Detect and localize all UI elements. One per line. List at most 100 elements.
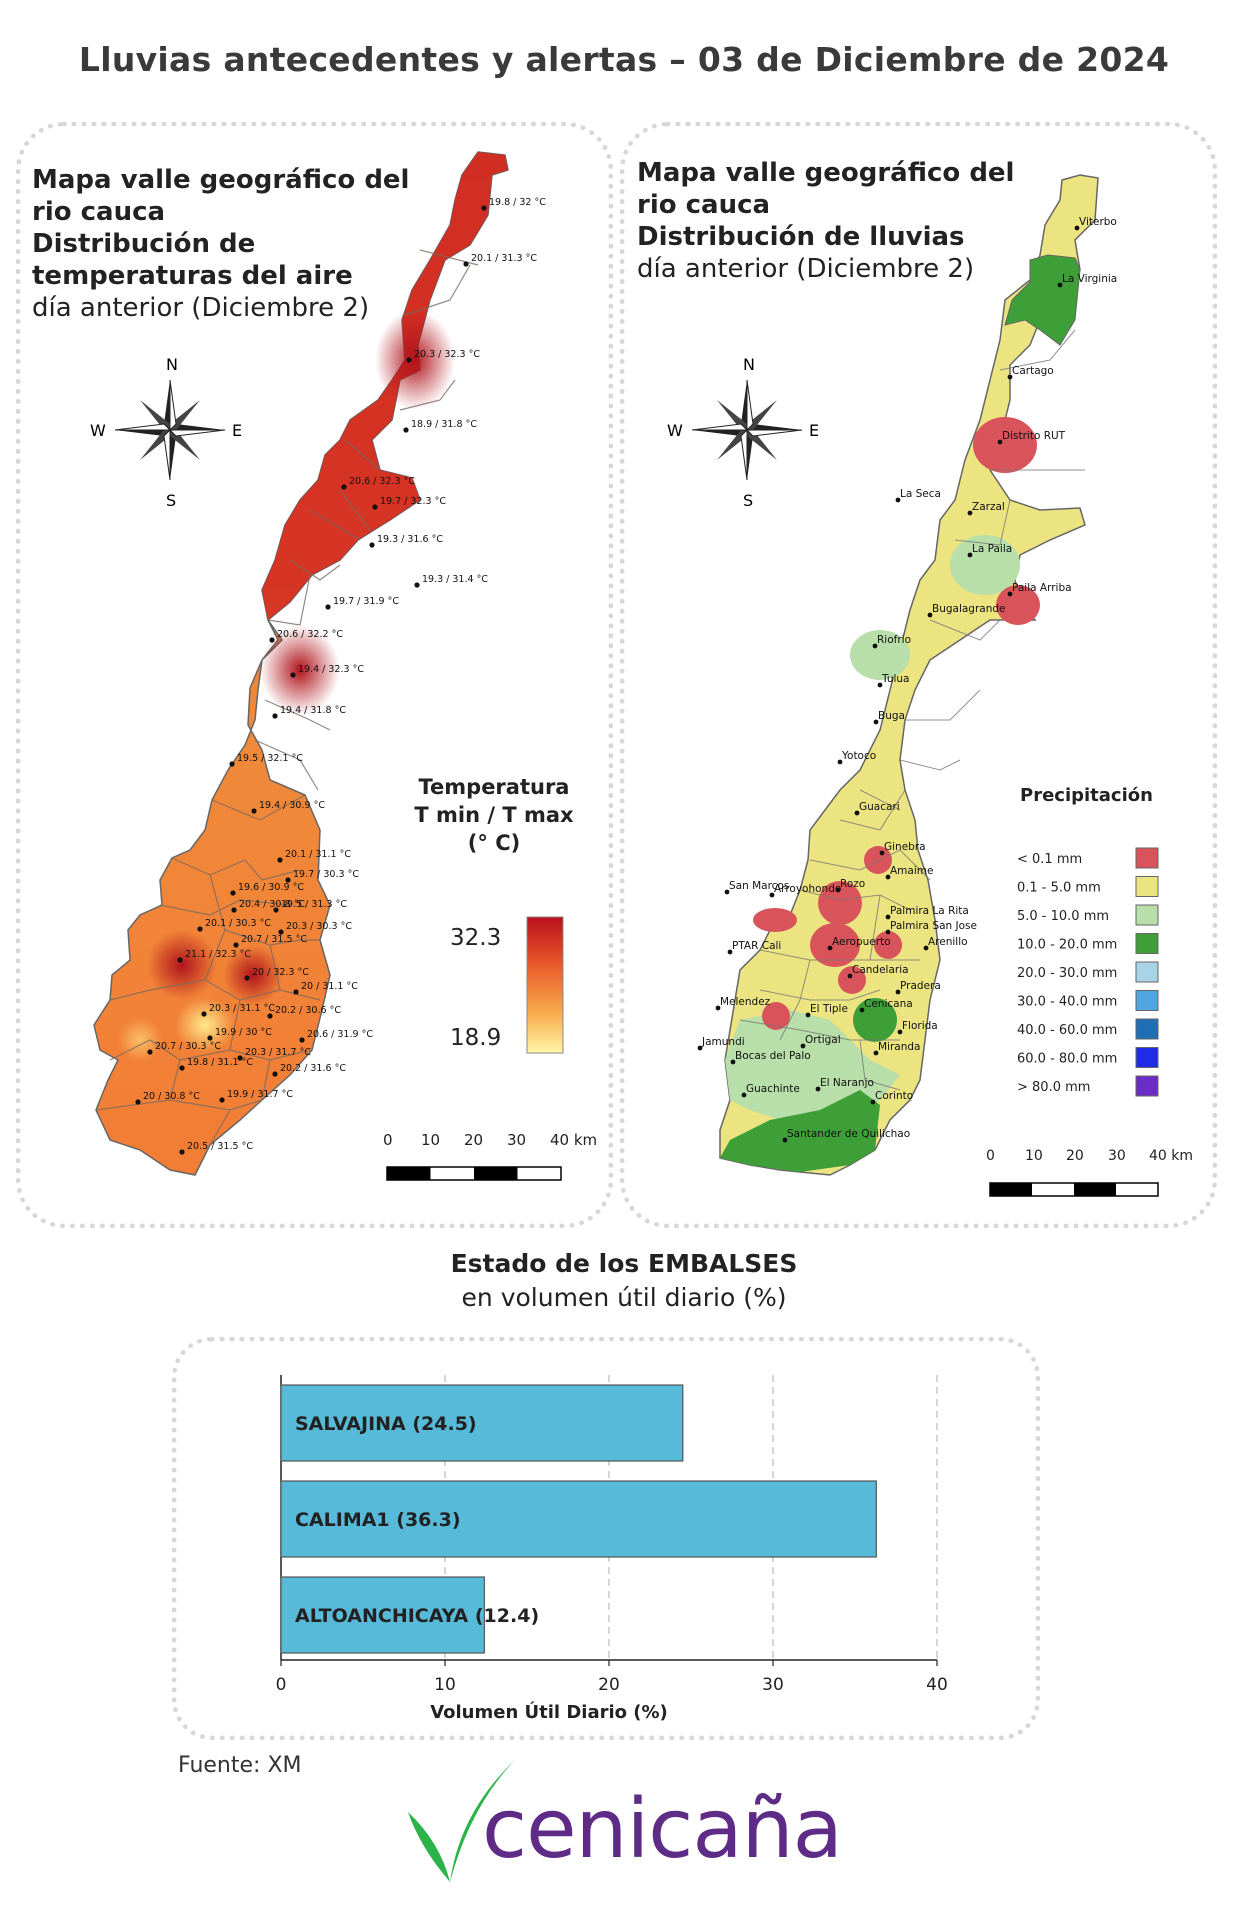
rain-zone-red	[864, 846, 892, 874]
station-point	[179, 1149, 185, 1155]
temperature-title-line: rio cauca	[32, 197, 166, 227]
station-point	[229, 761, 235, 767]
place-label: Corinto	[875, 1090, 913, 1102]
place-label: Zarzal	[972, 501, 1005, 513]
place-point	[1074, 225, 1080, 231]
x-tick-label: 20	[598, 1675, 620, 1695]
place-point	[854, 810, 860, 816]
station-label: 20 / 30.8 °C	[143, 1091, 200, 1102]
place-point	[715, 1005, 721, 1011]
compass-south: S	[743, 491, 753, 510]
station-label: 20.7 / 31.5 °C	[241, 934, 307, 945]
cenicana-logo: cenicaña	[482, 1782, 843, 1877]
scale-label: 0	[383, 1131, 393, 1149]
place-label: Santander de Quilichao	[787, 1128, 910, 1140]
reservoir-title-bold: Estado de los EMBALSES	[450, 1249, 798, 1278]
place-point	[835, 887, 841, 893]
x-tick-label: 10	[434, 1675, 456, 1695]
rain-map-title: Mapa valle geográfico del rio cauca Dist…	[637, 157, 1017, 285]
place-point	[815, 1086, 821, 1092]
station-label: 19.4 / 30.9 °C	[259, 800, 325, 811]
rain-zone-red	[753, 908, 797, 932]
station-label: 20.3 / 31.7 °C	[245, 1047, 311, 1058]
place-label: El Naranjo	[820, 1077, 874, 1089]
scale-label: 30	[507, 1131, 527, 1149]
temperature-map: N S W E 19.8 / 32 °C 20.1 / 31.3 °C 20.3 /…	[90, 151, 564, 1181]
temperature-map-title: Mapa valle geográfico del rio cauca Dist…	[32, 164, 412, 324]
rain-legend-swatch	[1135, 933, 1159, 954]
place-point	[800, 1043, 806, 1049]
station-point	[179, 1065, 185, 1071]
voronoi-grid	[95, 249, 479, 1146]
scale-label: 20	[464, 1131, 484, 1149]
x-tick-label: 0	[276, 1675, 287, 1695]
reservoir-bar	[280, 1480, 877, 1558]
rain-legend: < 0.1 mm 0.1 - 5.0 mm 5.0 - 10.0 mm 10.0 - …	[1017, 847, 1159, 1097]
station-point	[135, 1099, 141, 1105]
rain-legend-label: 20.0 - 30.0 mm	[1017, 966, 1117, 981]
station-point	[244, 975, 250, 981]
rain-legend-label: 0.1 - 5.0 mm	[1017, 881, 1101, 896]
place-point	[927, 612, 933, 618]
compass-west: W	[667, 421, 683, 440]
rain-legend-swatch	[1135, 876, 1159, 897]
temperature-legend-title-line: Temperatura	[418, 775, 570, 799]
place-label: Miranda	[878, 1041, 920, 1053]
place-point	[873, 719, 879, 725]
x-axis-label: Volumen Útil Diario (%)	[430, 1701, 668, 1723]
temperature-scale-bar	[386, 1166, 562, 1181]
temperature-legend-max: 32.3	[450, 925, 501, 951]
reservoir-bar	[280, 1384, 684, 1462]
temperature-title-line: Distribución de	[32, 229, 256, 259]
station-point	[251, 808, 257, 814]
station-point	[177, 957, 183, 963]
place-label: Palmira San Jose	[890, 920, 977, 932]
place-point	[827, 945, 833, 951]
rain-legend-label: > 80.0 mm	[1017, 1080, 1090, 1095]
station-label: 20.6 / 32.2 °C	[277, 629, 343, 640]
station-point	[341, 484, 347, 490]
station-point	[197, 926, 203, 932]
place-label: Aeropuerto	[832, 936, 891, 948]
scale-label: 40 km	[550, 1131, 598, 1149]
rain-legend-swatch	[1135, 1047, 1159, 1068]
place-point	[769, 892, 775, 898]
hotspot-zone	[223, 945, 283, 1005]
rain-scale-labels: 0 10 20 30 40 km	[986, 1148, 1206, 1168]
place-point	[724, 889, 730, 895]
place-point	[741, 1092, 747, 1098]
station-point	[325, 604, 331, 610]
place-point	[967, 510, 973, 516]
hotspot-zone	[147, 930, 217, 1000]
station-label: 19.3 / 31.4 °C	[422, 574, 488, 585]
place-label: La Virginia	[1062, 273, 1117, 285]
place-point	[885, 914, 891, 920]
rain-title-date: día anterior (Diciembre 2)	[637, 254, 975, 284]
place-label: Buga	[878, 710, 905, 722]
place-label: Yotoco	[841, 750, 876, 762]
compass-east: E	[809, 421, 819, 440]
station-point	[403, 427, 409, 433]
rain-zone-red	[838, 966, 866, 994]
station-label: 20.2 / 30.6 °C	[275, 1005, 341, 1016]
station-label: 18.9 / 31.8 °C	[411, 419, 477, 430]
place-point	[879, 850, 885, 856]
place-point	[895, 497, 901, 503]
place-label: El Tiple	[810, 1003, 848, 1015]
place-label: La Seca	[900, 488, 941, 500]
scale-label: 0	[986, 1148, 995, 1164]
rain-legend-label: 60.0 - 80.0 mm	[1017, 1052, 1117, 1067]
station-point	[372, 504, 378, 510]
rain-legend-title: Precipitación	[1020, 785, 1153, 806]
cool-zone	[175, 997, 235, 1053]
temperature-title-line: Mapa valle geográfico del	[32, 165, 410, 195]
station-label: 19.7 / 30.3 °C	[293, 869, 359, 880]
reservoir-bar-label: CALIMA1 (36.3)	[295, 1509, 461, 1531]
place-label: Arroyohondo	[774, 883, 841, 895]
place-label: Guachinte	[746, 1083, 800, 1095]
reservoir-bar	[280, 1576, 485, 1654]
place-point	[895, 989, 901, 995]
compass-icon: N S W E	[667, 355, 819, 510]
x-tick-label: 40	[926, 1675, 948, 1695]
temperature-legend-title-line: (° C)	[467, 831, 521, 855]
